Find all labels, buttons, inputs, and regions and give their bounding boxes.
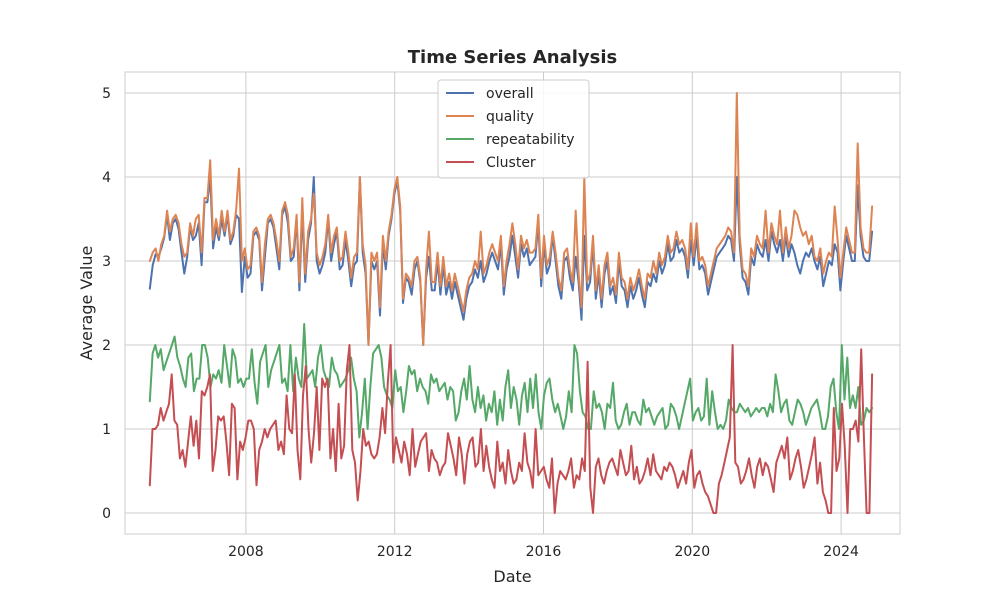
y-tick-label: 3 xyxy=(102,254,111,270)
legend-label: repeatability xyxy=(486,132,575,148)
y-tick-label: 5 xyxy=(102,86,111,102)
chart-title: Time Series Analysis xyxy=(408,47,617,68)
x-tick-label: 2020 xyxy=(674,544,710,560)
y-axis-ticks: 0 1 2 3 4 5 xyxy=(102,86,111,522)
x-axis-ticks: 2008 2012 2016 2020 2024 xyxy=(228,544,859,560)
legend-box xyxy=(437,79,590,179)
legend: overall quality repeatability Cluster xyxy=(437,79,590,179)
x-tick-label: 2008 xyxy=(228,544,264,560)
plot-frame xyxy=(124,71,901,535)
x-tick-label: 2016 xyxy=(526,544,562,560)
x-axis-label: Date xyxy=(493,567,531,586)
y-tick-label: 2 xyxy=(102,338,111,354)
y-tick-label: 1 xyxy=(102,422,111,438)
series-line-overall xyxy=(148,176,874,346)
x-tick-label: 2012 xyxy=(377,544,413,560)
series-line-quality xyxy=(148,92,874,346)
legend-label: overall xyxy=(486,86,534,102)
legend-label: Cluster xyxy=(486,155,536,171)
y-tick-label: 0 xyxy=(102,506,111,522)
series-lines xyxy=(148,92,874,514)
y-tick-label: 4 xyxy=(102,170,111,186)
legend-label: quality xyxy=(486,109,534,125)
series-line-repeatability xyxy=(148,323,874,439)
y-axis-label: Average Value xyxy=(77,246,96,361)
series-line-cluster xyxy=(148,344,874,514)
x-tick-label: 2024 xyxy=(823,544,859,560)
